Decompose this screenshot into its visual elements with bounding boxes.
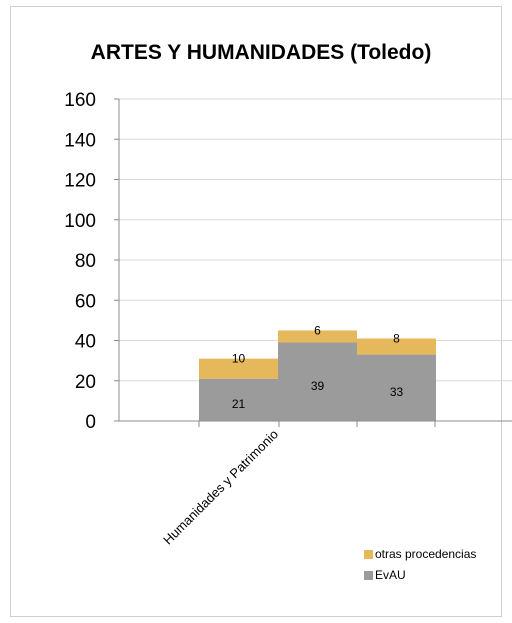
y-tick-label: 40 <box>75 332 96 353</box>
y-tick-label: 60 <box>75 291 96 312</box>
y-tick-label: 80 <box>75 251 96 272</box>
data-label-otras-procedencias: 6 <box>314 323 321 337</box>
legend-swatch <box>364 571 373 580</box>
legend-label: EvAU <box>375 568 406 582</box>
legend-swatch <box>364 550 373 559</box>
x-category-label: Humanidades y Patrimonio <box>160 427 281 548</box>
data-labels: 21 10 39 6 33 8 <box>232 323 404 410</box>
data-label-evau: 21 <box>232 397 246 411</box>
y-tick-label: 160 <box>64 90 96 111</box>
axes: 0 20 40 60 80 100 120 140 160 Humanidades y Patri… <box>64 90 512 547</box>
data-label-otras-procedencias: 8 <box>393 331 400 345</box>
chart-area <box>10 6 502 617</box>
y-tick-label: 100 <box>64 211 96 232</box>
legend-label: otras procedencias <box>375 547 476 561</box>
data-label-evau: 39 <box>311 379 325 393</box>
chart-title: ARTES Y HUMANIDADES (Toledo) <box>91 41 432 64</box>
bar-evau <box>199 378 278 421</box>
y-tick-label: 120 <box>64 171 96 192</box>
bar-evau <box>357 354 436 421</box>
bar-otras-procedencias <box>199 358 278 379</box>
legend: otras procedencias EvAU <box>364 547 476 582</box>
y-tick-label: 140 <box>64 130 96 151</box>
y-tick-label: 0 <box>85 412 96 433</box>
bars <box>199 330 436 421</box>
bar-otras-procedencias <box>357 338 436 355</box>
bar-evau <box>278 342 357 421</box>
data-label-evau: 33 <box>390 385 404 399</box>
data-label-otras-procedencias: 10 <box>232 352 246 366</box>
bar-otras-procedencias <box>278 330 357 343</box>
y-tick-label: 20 <box>75 372 96 393</box>
gridlines <box>119 98 512 382</box>
